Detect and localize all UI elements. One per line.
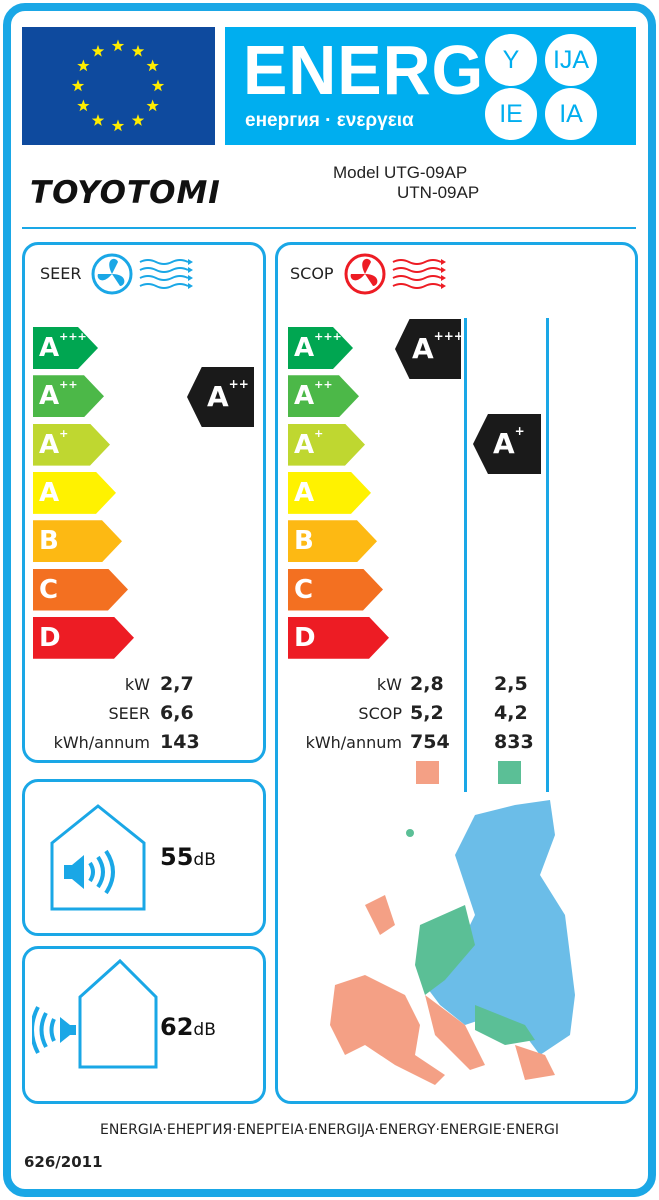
cooling-fan-icon	[91, 253, 193, 295]
energy-class-bar: C	[33, 568, 128, 611]
average-zone-swatch	[498, 761, 521, 784]
energy-class-bar: D	[33, 616, 134, 659]
energy-class-bar: A	[33, 471, 116, 514]
average-scop-value: 4,2	[494, 702, 528, 724]
scop-warm-class-indicator: A+++	[395, 319, 461, 379]
warm-zone	[330, 895, 555, 1085]
seer-class-indicator: A++	[187, 367, 254, 427]
average-zone	[406, 829, 414, 837]
star-icon	[77, 59, 90, 72]
cold-zone	[425, 800, 575, 1055]
eu-stars-icon	[71, 39, 165, 132]
star-icon	[77, 99, 90, 112]
warm-zone	[425, 995, 485, 1070]
star-icon	[91, 114, 105, 126]
warm-kw-value: 2,8	[410, 673, 444, 695]
energy-class-bar: D	[288, 616, 389, 659]
suffix-ie: IE	[485, 88, 537, 140]
suffix-ija: IJA	[545, 34, 597, 86]
star-icon	[71, 79, 85, 92]
scop-average-class-indicator: A+	[473, 414, 541, 474]
zone-divider	[546, 318, 549, 792]
energy-class-bar: A++	[288, 375, 359, 418]
seer-seer-label: SEER	[108, 704, 151, 723]
warm-kwh-value: 754	[410, 731, 450, 753]
energy-banner: ENERG енергия · ενεργεια Y IJA IE IA	[225, 27, 636, 145]
energy-class-bar: B	[33, 520, 122, 563]
footer-languages: ENERGIA·ЕНЕРГИЯ·ENEPΓEIA·ENERGIJA·ENERGY…	[99, 1122, 559, 1138]
model-indoor: UTN-09AP	[397, 183, 480, 202]
star-icon	[146, 99, 159, 112]
star-icon	[131, 44, 145, 57]
scop-kwh-label: kWh/annum	[305, 733, 402, 752]
warm-scop-value: 5,2	[410, 702, 444, 724]
average-kwh-value: 833	[494, 731, 534, 753]
average-zone	[415, 905, 535, 1045]
outdoor-speaker-house-icon	[32, 958, 158, 1069]
star-icon	[146, 59, 159, 72]
energy-class-bar: A	[288, 471, 371, 514]
indoor-noise-value: 55dB	[160, 843, 216, 871]
brand-logo: TOYOTOMI	[30, 175, 221, 211]
star-icon	[151, 79, 165, 92]
star-icon	[111, 119, 125, 132]
europe-climate-map	[330, 800, 575, 1085]
energy-class-bar: B	[288, 520, 377, 563]
seer-kw-label: kW	[124, 675, 150, 694]
model-info: Model UTG-09AP UTN-09AP	[333, 163, 479, 203]
scop-kw-label: kW	[376, 675, 402, 694]
label-frame	[3, 3, 656, 1197]
seer-panel	[22, 242, 266, 763]
scop-scop-label: SCOP	[358, 704, 402, 723]
suffix-y: Y	[485, 34, 537, 86]
star-icon	[111, 39, 125, 52]
star-icon	[131, 114, 145, 126]
outdoor-noise-value: 62dB	[160, 1013, 216, 1041]
seer-kwh-label: kWh/annum	[53, 733, 150, 752]
regulation-number: 626/2011	[24, 1153, 103, 1171]
seer-title: SEER	[40, 264, 82, 283]
seer-seer-value: 6,6	[160, 702, 194, 724]
scop-panel	[275, 242, 638, 1104]
indoor-speaker-house-icon	[50, 804, 146, 911]
star-icon	[91, 44, 105, 57]
energy-subtitle: енергия · ενεργεια	[245, 110, 414, 131]
warm-zone-swatch	[416, 761, 439, 784]
divider	[22, 227, 636, 229]
energy-title: ENERG	[243, 31, 485, 109]
model-outdoor: UTG-09AP	[384, 163, 468, 182]
seer-kw-value: 2,7	[160, 673, 194, 695]
suffix-ia: IA	[545, 88, 597, 140]
indoor-noise-panel	[22, 779, 266, 936]
eu-flag	[22, 27, 215, 145]
model-label: Model	[333, 163, 380, 182]
scop-title: SCOP	[290, 264, 334, 283]
average-kw-value: 2,5	[494, 673, 528, 695]
zone-divider	[464, 318, 467, 792]
heating-fan-icon	[344, 253, 446, 295]
outdoor-noise-panel	[22, 946, 266, 1104]
seer-kwh-value: 143	[160, 731, 200, 753]
energy-class-bar: C	[288, 568, 383, 611]
